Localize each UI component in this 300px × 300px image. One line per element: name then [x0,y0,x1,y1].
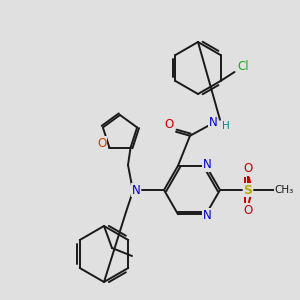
Text: S: S [244,184,253,196]
Text: O: O [164,118,174,131]
Text: N: N [202,209,211,222]
Text: H: H [222,121,230,131]
Text: N: N [202,158,211,171]
Text: N: N [132,184,140,196]
Text: O: O [243,163,253,176]
Text: CH₃: CH₃ [274,185,294,195]
Text: O: O [98,137,107,150]
Text: Cl: Cl [238,61,249,74]
Text: N: N [208,116,217,129]
Text: O: O [243,205,253,218]
